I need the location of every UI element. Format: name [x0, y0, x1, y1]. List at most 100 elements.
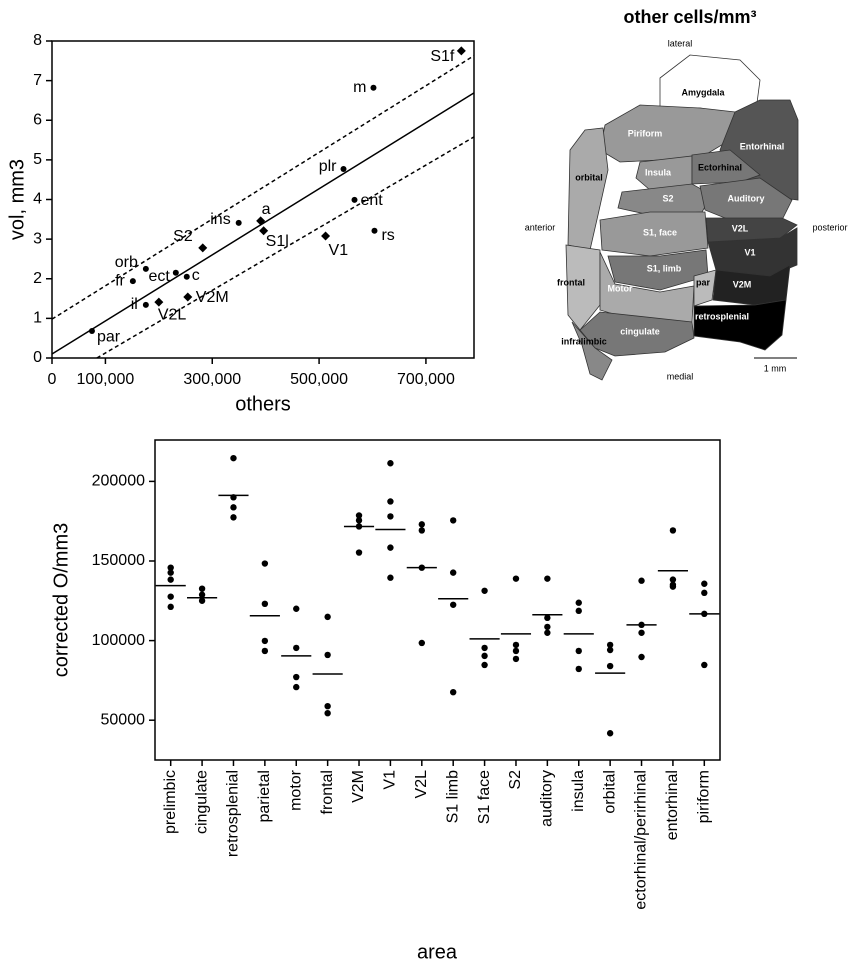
dot	[355, 517, 363, 524]
plot-frame	[51, 40, 475, 359]
x-axis-label: others	[235, 393, 291, 415]
dot	[481, 661, 488, 669]
dot	[669, 576, 677, 583]
dot	[387, 574, 394, 581]
regions	[565, 54, 799, 381]
point	[351, 196, 358, 203]
dot	[701, 661, 708, 669]
dot	[481, 652, 488, 660]
y-tick-label: 5	[33, 151, 42, 168]
x-tick-label: insula	[570, 770, 587, 812]
dot	[167, 569, 174, 576]
plot-frame	[154, 439, 721, 761]
point	[172, 269, 179, 276]
region-label: V2L	[732, 223, 749, 233]
dot	[198, 591, 206, 598]
point	[340, 165, 347, 172]
dot	[544, 623, 551, 631]
point	[371, 227, 378, 234]
dot	[324, 613, 331, 621]
brain-map: other cells/mm³ lateral anterior posteri…	[525, 7, 848, 382]
y-tick-label: 200000	[92, 473, 145, 490]
y-axis-label: vol, mm3	[6, 159, 28, 240]
dot	[293, 644, 300, 652]
dot	[324, 651, 331, 659]
point-label: a	[262, 201, 271, 218]
point-label: par	[97, 328, 121, 345]
dot	[481, 644, 488, 652]
x-tick-label: entorhinal	[664, 770, 681, 840]
point-label: V1	[329, 242, 349, 259]
dot	[261, 647, 269, 655]
region-label: Entorhinal	[740, 141, 785, 151]
point-label: c	[192, 267, 200, 284]
region-label: S1, face	[643, 227, 677, 237]
point	[88, 328, 95, 335]
y-tick-label: 8	[33, 32, 42, 49]
dot	[575, 665, 582, 673]
dot	[261, 560, 269, 567]
dot	[387, 498, 394, 505]
dot	[167, 564, 174, 571]
x-tick-label: 100,000	[76, 371, 134, 388]
region-label: par	[696, 277, 711, 287]
region	[599, 211, 709, 257]
x-tick-label: motor	[287, 769, 304, 811]
point-label: m	[353, 79, 366, 96]
y-axis-label: corrected O/mm3	[50, 523, 72, 677]
y-tick-label: 4	[33, 191, 42, 208]
map-title: other cells/mm³	[623, 7, 756, 27]
point-label: S1l	[266, 233, 289, 250]
x-tick-label: V2L	[413, 770, 430, 799]
point	[370, 84, 377, 91]
orientation-label: anterior	[525, 222, 556, 232]
dot	[449, 517, 457, 524]
dot	[512, 641, 520, 649]
point-label: ent	[361, 192, 384, 209]
dot	[387, 513, 394, 520]
dot	[418, 639, 426, 647]
region-label: orbital	[575, 172, 603, 182]
y-tick-label: 1	[33, 310, 42, 327]
x-tick-label: 700,000	[397, 371, 455, 388]
region-label: cingulate	[620, 326, 660, 336]
y-tick-label: 3	[33, 230, 42, 247]
point	[154, 297, 164, 307]
dot	[324, 709, 331, 717]
region-label: S1, limb	[647, 263, 682, 273]
point-label: S2	[173, 228, 193, 245]
point-label: plr	[319, 158, 337, 175]
dot	[355, 512, 363, 519]
dot	[418, 521, 426, 528]
x-tick-label: 300,000	[183, 371, 241, 388]
point	[129, 278, 136, 285]
dot	[638, 629, 645, 636]
region-label: retrosplenial	[695, 311, 749, 321]
dot	[544, 575, 551, 582]
y-tick-label: 100000	[92, 632, 145, 649]
x-tick-label: V1	[382, 770, 399, 790]
dot	[324, 702, 331, 710]
scale-label: 1 mm	[764, 363, 787, 373]
point-label: orb	[115, 254, 138, 271]
point-label: rs	[381, 227, 394, 244]
x-axis-label: area	[417, 941, 458, 963]
region-label: Auditory	[728, 193, 765, 203]
dot	[167, 576, 174, 583]
dot	[481, 587, 488, 594]
y-tick-label: 2	[33, 270, 42, 287]
point-label: V2L	[158, 306, 187, 323]
point-label: V2M	[196, 289, 229, 306]
region-label: Insula	[645, 167, 672, 177]
region	[705, 217, 798, 243]
x-tick-label: auditory	[539, 770, 556, 827]
y-tick-label: 7	[33, 72, 42, 89]
dot	[606, 646, 614, 654]
point-label: S1f	[430, 48, 455, 65]
dot	[230, 514, 237, 521]
point	[456, 46, 466, 56]
dot	[449, 688, 457, 696]
dot	[355, 549, 363, 556]
dot	[198, 597, 206, 604]
point	[142, 301, 149, 308]
